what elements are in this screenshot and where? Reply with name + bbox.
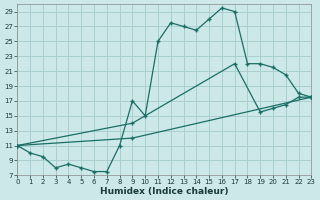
X-axis label: Humidex (Indice chaleur): Humidex (Indice chaleur) [100, 187, 228, 196]
